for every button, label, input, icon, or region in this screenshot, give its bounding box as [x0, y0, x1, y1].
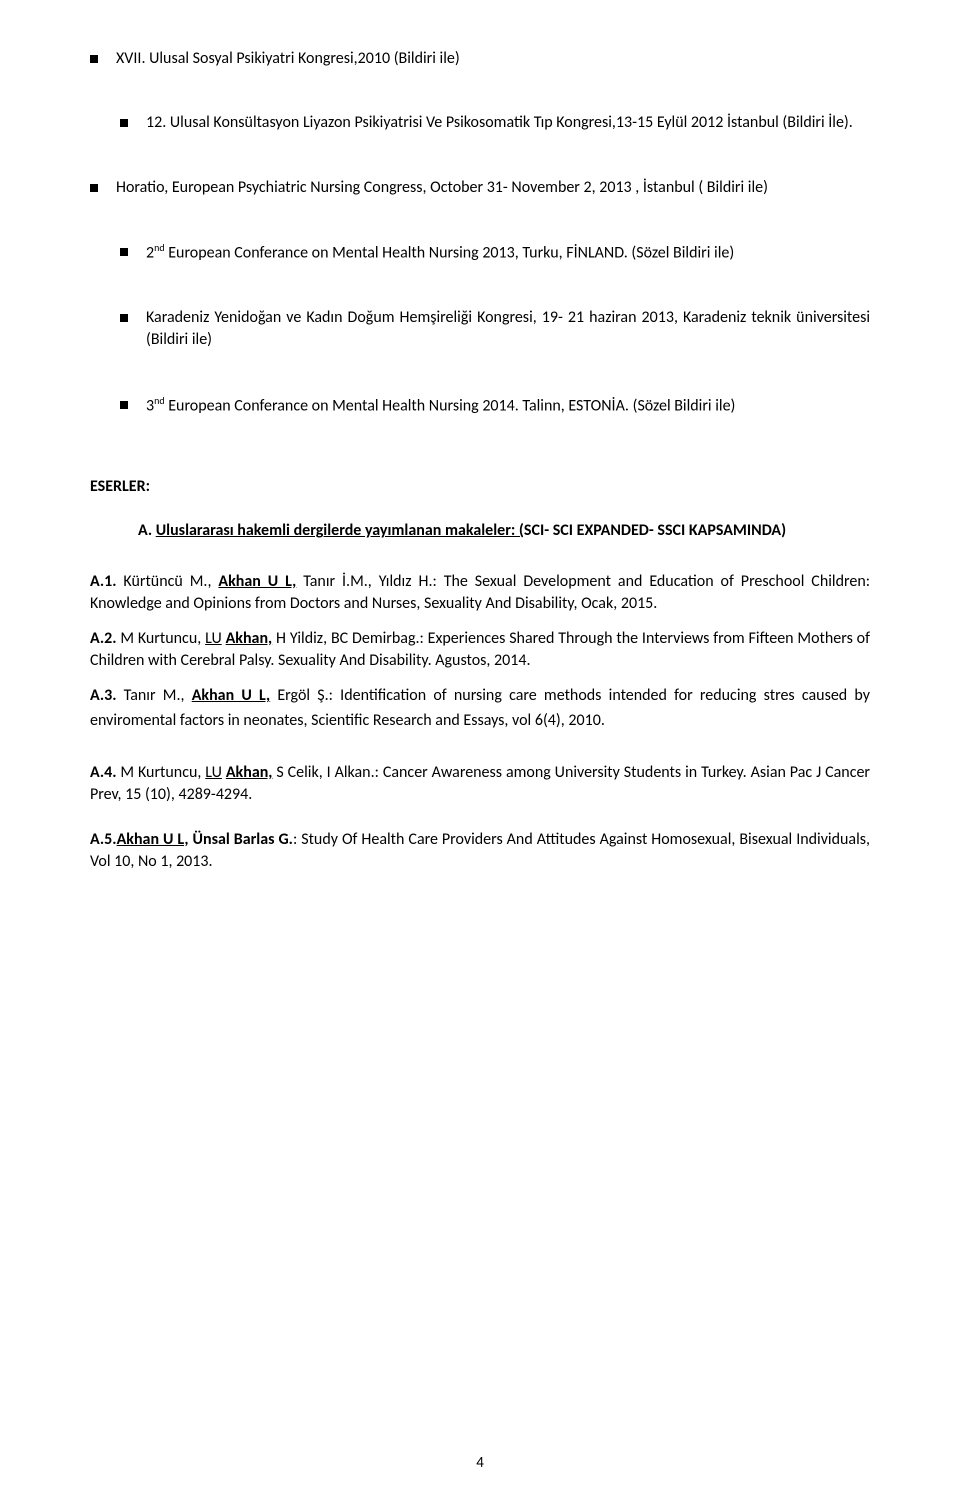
- ref-text: Tanır İ.M., Yıldız H: [296, 572, 428, 591]
- list-item: 2nd European Conferance on Mental Health…: [90, 241, 870, 265]
- list-item: XVII. Ulusal Sosyal Psikiyatri Kongresi,…: [90, 48, 870, 70]
- ref-author-underline: LU: [205, 629, 222, 648]
- ref-author-bold: Akhan,: [226, 629, 273, 648]
- ref-number: A.2.: [90, 629, 116, 648]
- bullet-square-icon: [120, 248, 128, 256]
- ref-author-bold: Akhan,: [226, 763, 273, 782]
- list-item-text: 12. Ulusal Konsültasyon Liyazon Psikiyat…: [146, 112, 853, 134]
- ref-author-bold: Akhan U L,: [218, 572, 296, 591]
- ref-author-bold: Akhan U L,: [117, 830, 189, 849]
- reference-paragraph: A.5.Akhan U L, Ünsal Barlas G.: Study Of…: [90, 829, 870, 874]
- section-heading: ESERLER:: [90, 477, 870, 496]
- list-item-text: 3nd European Conferance on Mental Health…: [146, 394, 735, 418]
- subsection-underline: Uluslararası hakemli dergilerde yayımlan…: [156, 521, 524, 540]
- list-item: Karadeniz Yenidoğan ve Kadın Doğum Hemşi…: [90, 307, 870, 352]
- list-item: 3nd European Conferance on Mental Health…: [90, 394, 870, 418]
- subsection-text: A. Uluslararası hakemli dergilerde yayım…: [138, 520, 870, 542]
- list-item-text: Karadeniz Yenidoğan ve Kadın Doğum Hemşi…: [146, 307, 870, 352]
- reference-paragraph: A.2. M Kurtuncu, LU Akhan, H Yildiz, BC …: [90, 628, 870, 673]
- ref-text-bold: Ünsal Barlas G.: [189, 830, 293, 849]
- text-pre: 2: [146, 244, 154, 263]
- ref-number: A.4.: [90, 763, 116, 782]
- ref-author-underline: LU: [205, 763, 222, 782]
- ref-text: Tanır M.,: [116, 686, 191, 705]
- list-item-text: Horatio, European Psychiatric Nursing Co…: [116, 177, 768, 199]
- bullet-square-icon: [120, 401, 128, 409]
- ref-number: A.5.: [90, 830, 117, 849]
- list-item-text: XVII. Ulusal Sosyal Psikiyatri Kongresi,…: [116, 48, 460, 70]
- ref-author-bold: Akhan U L,: [192, 686, 270, 705]
- reference-paragraph: A.4. M Kurtuncu, LU Akhan, S Celik, I Al…: [90, 762, 870, 807]
- ref-text: M Kurtuncu,: [116, 763, 205, 782]
- bullet-square-icon: [120, 314, 128, 322]
- reference-paragraph: A.3. Tanır M., Akhan U L, Ergöl Ş.: Iden…: [90, 684, 870, 734]
- reference-paragraph: A.1. Kürtüncü M., Akhan U L, Tanır İ.M.,…: [90, 571, 870, 616]
- subsection-rest: SCI- SCI EXPANDED- SSCI KAPSAMINDA): [524, 521, 786, 540]
- ref-number: A.3.: [90, 686, 116, 705]
- bullet-square-icon: [90, 184, 98, 192]
- superscript: nd: [154, 241, 165, 254]
- superscript: nd: [154, 394, 165, 407]
- ref-number: A.1.: [90, 572, 116, 591]
- ref-text: Kürtüncü M.,: [116, 572, 218, 591]
- page-number: 4: [0, 1454, 960, 1472]
- subsection-prefix: A.: [138, 521, 152, 540]
- text-pre: 3: [146, 396, 154, 415]
- text-post: European Conferance on Mental Health Nur…: [165, 244, 735, 263]
- list-item-text: 2nd European Conferance on Mental Health…: [146, 241, 734, 265]
- bullet-square-icon: [120, 119, 128, 127]
- ref-text: M Kurtuncu,: [116, 629, 205, 648]
- subsection-heading: A. Uluslararası hakemli dergilerde yayım…: [138, 520, 870, 542]
- list-item: 12. Ulusal Konsültasyon Liyazon Psikiyat…: [90, 112, 870, 134]
- text-post: European Conferance on Mental Health Nur…: [165, 396, 736, 415]
- list-item: Horatio, European Psychiatric Nursing Co…: [90, 177, 870, 199]
- bullet-square-icon: [90, 55, 98, 63]
